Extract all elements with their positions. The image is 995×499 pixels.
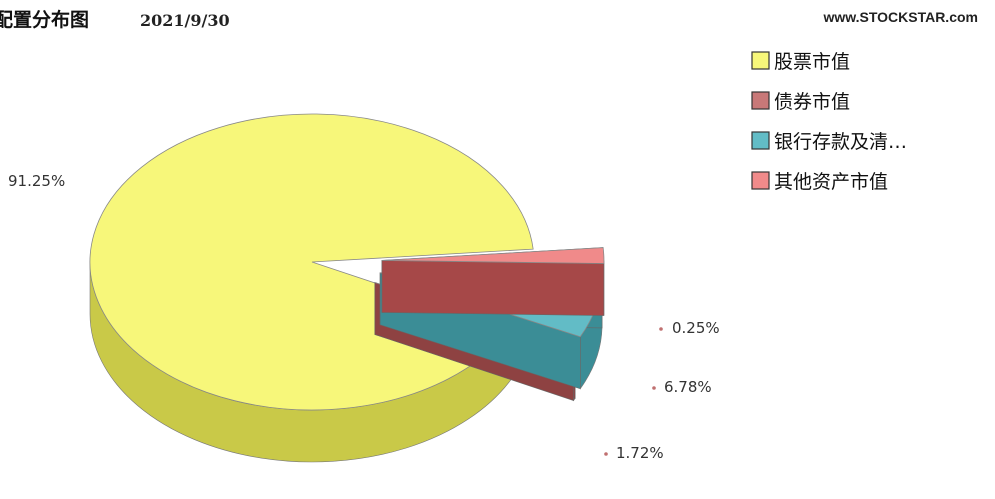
legend-label: 债券市值 [774, 91, 850, 113]
legend-label: 银行存款及清… [774, 131, 907, 153]
legend-label: 其他资产市值 [774, 171, 888, 193]
legend-item-1: 债券市值 [751, 91, 850, 113]
legend-swatch [751, 171, 770, 190]
chart-date: 2021/9/30 [140, 11, 230, 30]
legend-label: 股票市值 [774, 51, 850, 73]
slice-label-3: 1.72% [616, 444, 664, 462]
legend-item-3: 其他资产市值 [751, 171, 888, 193]
slice-3 [381, 247, 605, 316]
label-leader-dot [659, 327, 663, 331]
source-watermark: www.STOCKSTAR.com [822, 9, 978, 25]
legend-item-2: 银行存款及清… [751, 131, 907, 153]
slice-label-1: 0.25% [672, 319, 720, 337]
slice-wall [381, 260, 605, 316]
slice-label-0: 91.25% [8, 172, 65, 190]
chart-header: 配置分布图 2021/9/30 www.STOCKSTAR.com [0, 8, 978, 31]
slice-label-2: 6.78% [664, 378, 712, 396]
legend-swatch [751, 51, 770, 70]
slice-top [381, 247, 605, 264]
legend-swatch [751, 91, 770, 110]
chart-title: 配置分布图 [0, 8, 89, 31]
slice-labels: 91.25% 0.25% 6.78% 1.72% [8, 172, 720, 462]
label-leader-dot [604, 452, 608, 456]
label-leader-dot [652, 386, 656, 390]
legend-item-0: 股票市值 [751, 51, 850, 73]
legend-swatch [751, 131, 770, 150]
pie-plot [89, 113, 605, 463]
